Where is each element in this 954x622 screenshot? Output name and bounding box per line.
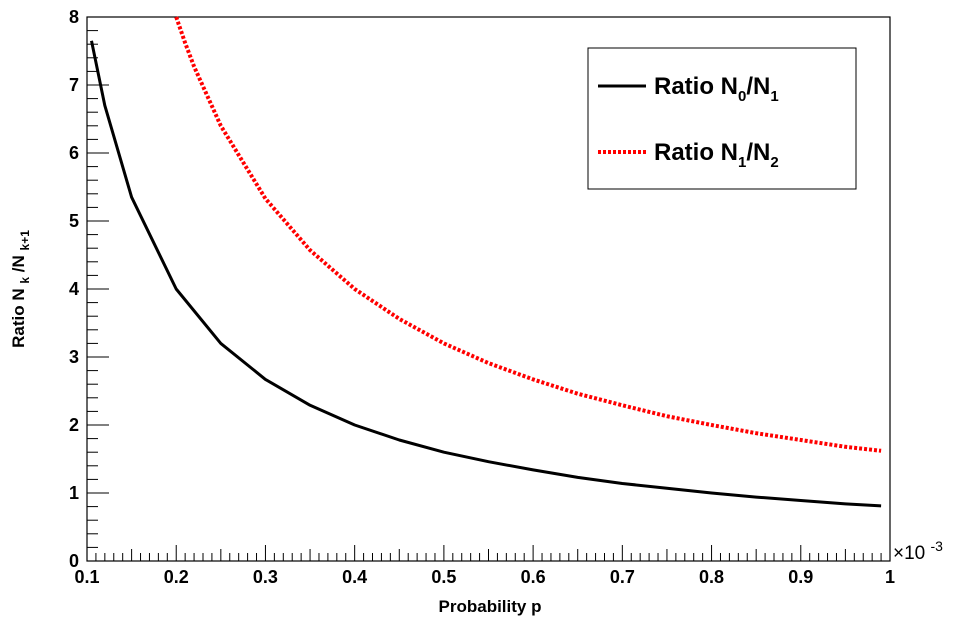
y-tick-label: 1 [69, 483, 79, 503]
y-axis-title-mid: /N [9, 255, 28, 272]
y-axis-title-main: Ratio N [9, 288, 28, 348]
y-axis-title-sub2: k+1 [18, 230, 32, 251]
x-axis-multiplier: ×10 -3 [893, 538, 943, 564]
series-layer [90, 16, 882, 508]
x-axis-multiplier-base: ×10 [893, 543, 925, 564]
legend-label-series-1: Ratio N1/N2 [654, 139, 779, 171]
axis-tick-labels: 0.1 0.2 0.3 0.4 0.5 0.6 0.7 0.8 0.9 1 0 1 2 3 4 5 6 7 8 [69, 7, 895, 587]
y-tick-label: 8 [69, 7, 79, 27]
x-tick-label: 0.2 [164, 567, 189, 587]
x-tick-label: 0.6 [521, 567, 546, 587]
y-axis-title-sub1: k [18, 277, 32, 284]
x-tick-label: 0.9 [788, 567, 813, 587]
legend: Ratio N0/N1 Ratio N1/N2 [587, 47, 857, 190]
x-axis-multiplier-exponent: -3 [931, 538, 944, 554]
x-tick-label: 0.5 [431, 567, 456, 587]
x-axis-title: Probability p [439, 597, 542, 616]
legend-box [587, 47, 857, 190]
x-tick-label: 0.1 [74, 567, 99, 587]
axis-ticks [86, 16, 891, 562]
y-tick-label: 6 [69, 143, 79, 163]
x-tick-label: 1 [885, 567, 895, 587]
y-tick-label: 3 [69, 347, 79, 367]
y-axis-title: Ratio N k /N k+1 [9, 230, 33, 348]
legend-label-series-0: Ratio N0/N1 [654, 73, 779, 105]
x-tick-label: 0.8 [699, 567, 724, 587]
y-tick-label: 4 [69, 279, 79, 299]
x-tick-label: 0.4 [342, 567, 367, 587]
series-line-1 [174, 16, 882, 453]
x-tick-label: 0.3 [253, 567, 278, 587]
y-tick-label: 7 [69, 75, 79, 95]
y-tick-label: 0 [69, 551, 79, 571]
y-tick-label: 5 [69, 211, 79, 231]
series-line-0 [90, 40, 882, 508]
x-tick-label: 0.7 [610, 567, 635, 587]
y-tick-label: 2 [69, 415, 79, 435]
